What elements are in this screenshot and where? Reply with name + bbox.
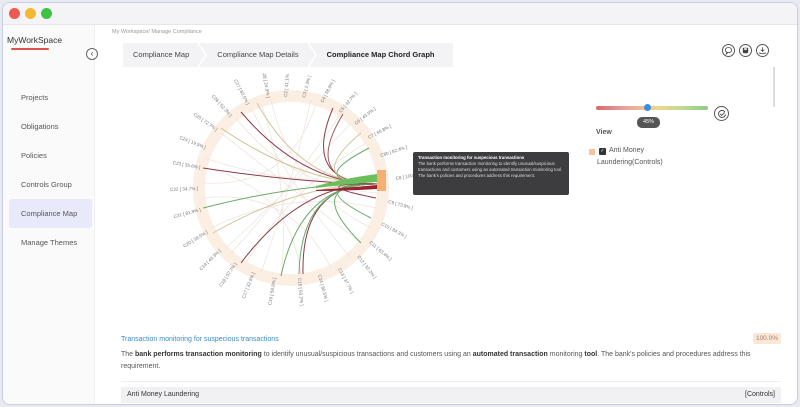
save-icon [742,47,749,54]
chord-graph[interactable]: C8 [ 100.0% ] C9 [ 73.8% ] C10 [ 84.3% ]… [163,73,423,323]
tab-label: Compliance Map Details [217,50,299,59]
vertical-scrollbar[interactable] [773,67,775,107]
text-part: to identify unusual/suspicious transacti… [261,351,473,358]
slider-thumb[interactable] [644,104,651,111]
tab-bar: Compliance Map Compliance Map Details Co… [123,43,453,67]
tab-label: Compliance Map Chord Graph [326,50,435,59]
sidebar-item-policies[interactable]: Policies [21,151,47,160]
text-part: . The bank's policies and procedures add… [121,351,751,370]
svg-text:C16 [ 58.8% ]: C16 [ 58.8% ] [267,277,277,305]
svg-text:C26 [ 52.3% ]: C26 [ 52.3% ] [211,94,233,118]
svg-text:C2 [ 41.1% ]: C2 [ 41.1% ] [283,73,290,97]
ribbon-red [316,185,377,191]
chord-tooltip: Transaction monitoring for suspecious tr… [413,152,569,195]
legend-label-line1: Anti Money [609,147,645,154]
breadcrumb: My Workspace/ Manage Compliance [112,29,202,35]
tab-compliance-map-details[interactable]: Compliance Map Details [207,43,317,67]
svg-text:C8b [ 82.4% ]: C8b [ 82.4% ] [380,145,408,158]
svg-text:C28 [ 24.9% ]: C28 [ 24.9% ] [261,73,271,98]
sidebar: MyWorkSpace Projects Obligations Policie… [3,25,95,404]
toolbar-actions [722,44,769,57]
tab-label: Compliance Map [133,50,190,59]
tab-separator-icon [197,43,208,67]
svg-text:C23 [ 35.6% ]: C23 [ 35.6% ] [172,160,200,170]
svg-text:C9 [ 73.8% ]: C9 [ 73.8% ] [388,199,414,210]
sidebar-item-manage-themes[interactable]: Manage Themes [21,238,78,247]
text-part: The [121,351,136,358]
view-label: View [596,129,612,136]
svg-text:C20 [ 39.5% ]: C20 [ 39.5% ] [182,230,208,249]
legend-label-line2: Laundering(Controls) [597,159,663,166]
row-category: Anti Money Laundering [127,391,199,398]
segment-c8-highlight[interactable] [377,170,386,191]
download-icon [759,47,766,54]
text-part-bold: automated transaction [472,351,548,358]
svg-text:C3 [ 2.3% ]: C3 [ 2.3% ] [301,75,312,98]
svg-text:C10 [ 84.3% ]: C10 [ 84.3% ] [381,221,408,238]
svg-text:C13 [ 37.7% ]: C13 [ 37.7% ] [337,267,354,294]
text-part-bold: tool [584,351,598,358]
maximize-window-button[interactable] [41,8,52,19]
comment-icon [724,47,733,55]
svg-text:C27 [ 60.5% ]: C27 [ 60.5% ] [233,79,250,106]
svg-text:C15 [ 63.2% ]: C15 [ 63.2% ] [297,278,304,306]
detail-score-badge: 100.0% [752,333,781,344]
tab-compliance-map-chord-graph[interactable]: Compliance Map Chord Graph [317,43,453,67]
sidebar-item-obligations[interactable]: Obligations [21,122,59,131]
divider [121,381,781,382]
brand-title[interactable]: MyWorkSpace [7,35,63,45]
detail-description: The bank performs transaction monitoring… [121,349,761,373]
tab-separator-icon [306,43,317,67]
tooltip-title: Transaction monitoring for suspecious tr… [418,155,525,160]
slider-track[interactable] [596,106,708,110]
svg-text:C19 [ 43.3% ]: C19 [ 43.3% ] [198,248,221,271]
svg-text:C11 [ 63.4% ]: C11 [ 63.4% ] [368,240,392,262]
text-part-bold: bank performs transaction monitoring [135,351,262,358]
legend-checkbox[interactable]: ✓ [599,148,606,155]
ribbon-green [316,174,377,188]
apply-threshold-button[interactable] [714,106,729,121]
check-circle-icon [717,109,726,118]
legend-color-swatch [589,149,595,155]
detail-row[interactable]: Anti Money Laundering [Controls] [121,387,781,403]
sidebar-nav: Projects Obligations Policies Controls G… [3,83,95,257]
slider-value-badge: 45% [637,117,660,128]
svg-text:C24 [ 19.5% ]: C24 [ 19.5% ] [179,135,207,150]
sidebar-item-projects[interactable]: Projects [21,93,49,102]
threshold-slider[interactable]: 45% [596,104,708,128]
minimize-window-button[interactable] [25,8,36,19]
text-part: monitoring [547,351,585,358]
sidebar-item-controls-group[interactable]: Controls Group [21,180,72,189]
save-button[interactable] [739,44,752,57]
chevron-left-icon: ‹ [90,49,94,58]
download-button[interactable] [756,44,769,57]
collapse-sidebar-button[interactable]: ‹ [86,48,98,60]
title-bar [3,3,797,25]
row-type: [Controls] [745,391,775,398]
sidebar-item-compliance-map[interactable]: Compliance Map [9,199,92,228]
svg-text:C22 [ 34.7% ]: C22 [ 34.7% ] [170,186,198,192]
brand-underline [11,48,49,50]
svg-text:C18 [ 57.7% ]: C18 [ 57.7% ] [218,262,238,288]
svg-text:C8 [ 100.0% ]: C8 [ 100.0% ] [395,171,423,181]
detail-title[interactable]: Transaction monitoring for suspecious tr… [121,336,279,343]
close-window-button[interactable] [9,8,20,19]
svg-text:C12 [ 32.2% ]: C12 [ 32.2% ] [356,255,377,280]
comment-button[interactable] [722,44,735,57]
tooltip-body: The bank performs transaction monitoring… [418,161,563,178]
tab-compliance-map[interactable]: Compliance Map [123,43,208,67]
svg-text:C25 [ 72.7% ]: C25 [ 72.7% ] [193,112,219,132]
